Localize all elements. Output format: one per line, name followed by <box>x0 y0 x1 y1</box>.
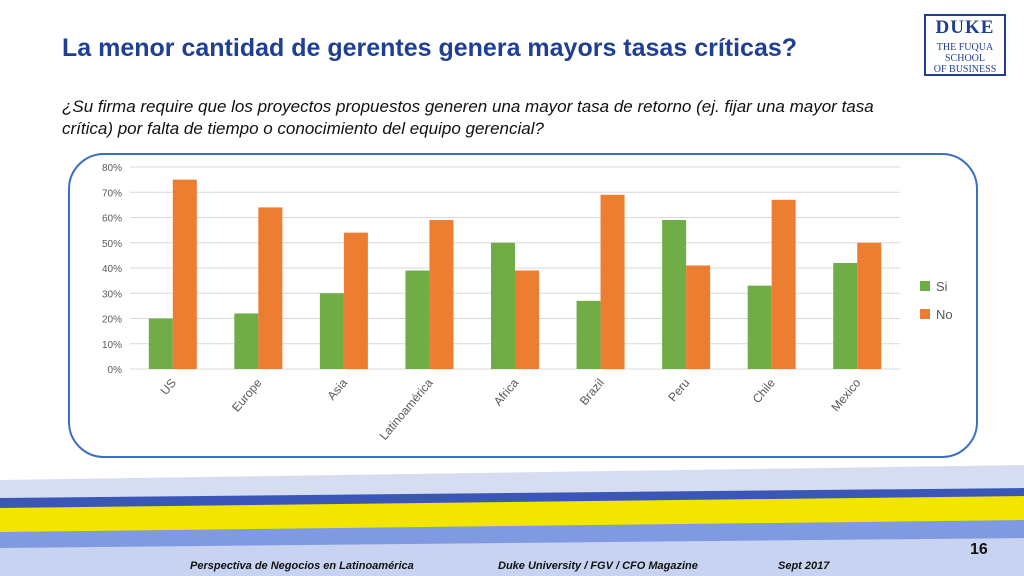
bar-si <box>491 242 515 369</box>
legend-swatch-no <box>920 309 930 319</box>
bar-si <box>319 293 344 369</box>
legend-label-si: Si <box>936 279 948 294</box>
x-tick-label: Asia <box>324 376 350 403</box>
survey-question: ¿Su firma require que los proyectos prop… <box>62 97 874 138</box>
legend-swatch-si <box>920 281 930 291</box>
bar-no <box>429 220 454 369</box>
bar-no <box>857 242 882 369</box>
bar-no <box>258 207 283 369</box>
bar-si <box>747 285 772 369</box>
y-tick-label: 50% <box>102 239 122 250</box>
x-tick-label: Chile <box>750 376 779 406</box>
x-tick-label: US <box>158 376 179 398</box>
footer-right: Sept 2017 <box>778 560 830 572</box>
y-tick-label: 20% <box>102 315 122 326</box>
bar-chart: 0% 10% 20% 30% 40% 50% 60% 70% 80% US Europe Asia La… <box>102 163 953 443</box>
bar-si <box>576 300 601 369</box>
logo-lines: THE FUQUA SCHOOL OF BUSINESS <box>926 42 1004 75</box>
bar-no <box>600 194 625 369</box>
y-tick-label: 40% <box>102 264 122 275</box>
decorative-stripes <box>0 465 1024 576</box>
chart-frame <box>68 153 978 458</box>
bar-no <box>515 270 539 369</box>
x-tick-label: Europe <box>229 376 265 415</box>
logo-line-2: THE FUQUA <box>936 42 994 53</box>
y-tick-label: 30% <box>102 289 122 300</box>
logo-line-1: DUKE <box>935 17 995 38</box>
logo-line-4: OF BUSINESS <box>933 64 997 75</box>
stripe-pale-blue <box>0 538 1024 576</box>
bar-si <box>234 313 259 369</box>
bar-si <box>833 262 858 369</box>
bar-si <box>405 270 430 369</box>
y-tick-label: 0% <box>108 365 123 376</box>
legend-label-no: No <box>936 307 953 322</box>
y-tick-label: 10% <box>102 340 122 351</box>
bar-no <box>172 179 197 369</box>
bar-si <box>662 220 687 369</box>
bar-no <box>771 199 796 369</box>
duke-fuqua-logo: DUKE THE FUQUA SCHOOL OF BUSINESS <box>924 14 1006 76</box>
y-tick-label: 60% <box>102 214 122 225</box>
x-tick-label: Brazil <box>577 376 607 408</box>
x-tick-label: Peru <box>665 376 692 404</box>
logo-line-3: SCHOOL <box>944 53 985 64</box>
x-tick-label: Mexico <box>828 376 863 414</box>
page-number: 16 <box>970 541 988 558</box>
slide-title: La menor cantidad de gerentes genera may… <box>62 34 798 62</box>
x-tick-label: Africa <box>491 376 522 409</box>
bar-no <box>686 265 711 369</box>
footer-left: Perspectiva de Negocios en Latinoamérica <box>190 560 414 572</box>
x-tick-label: Latinoamérica <box>377 376 436 443</box>
y-tick-label: 80% <box>102 163 122 174</box>
footer-middle: Duke University / FGV / CFO Magazine <box>498 560 698 572</box>
bar-si <box>148 318 173 369</box>
bar-no <box>343 232 368 369</box>
y-tick-label: 70% <box>102 188 122 199</box>
